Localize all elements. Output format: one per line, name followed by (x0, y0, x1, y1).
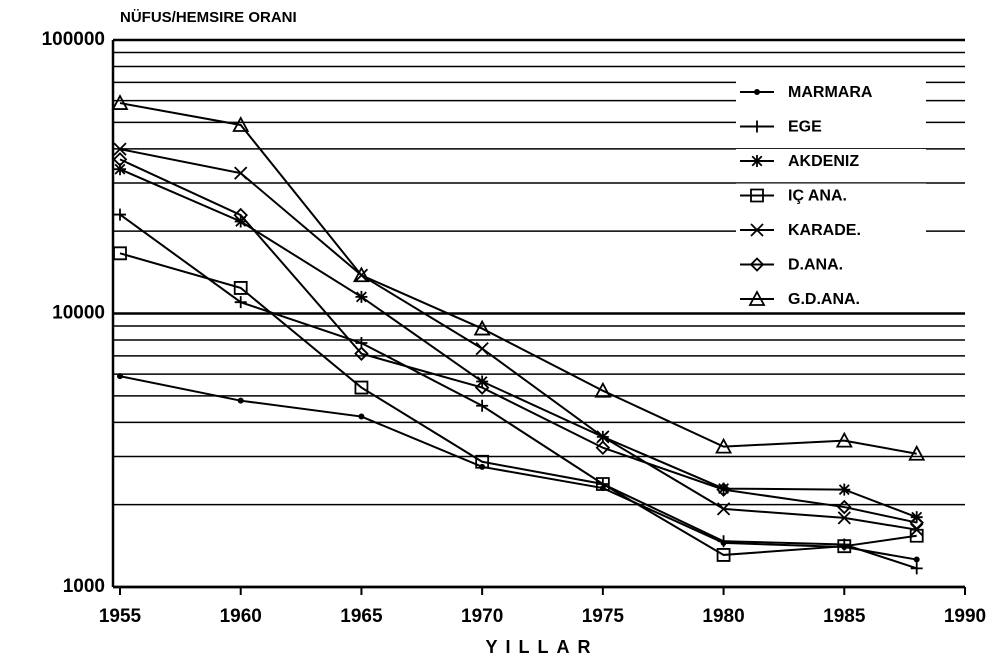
marker (113, 246, 127, 261)
series-line (119, 158, 917, 524)
marker (750, 223, 764, 237)
legend-label: EGE (788, 119, 822, 136)
legend-label: G.D.ANA. (788, 291, 860, 308)
marker (751, 120, 763, 133)
marker (234, 296, 247, 309)
series-line (119, 102, 917, 455)
marker (354, 346, 369, 361)
series-line (119, 168, 918, 519)
marker (474, 380, 490, 395)
marker (595, 477, 610, 491)
legend-label: KARADE. (788, 222, 861, 239)
marker (111, 94, 129, 110)
marker (837, 539, 852, 554)
marker (596, 430, 610, 444)
series-line (119, 148, 917, 531)
marker (910, 562, 923, 575)
x-tick-label: 1970 (461, 606, 503, 627)
marker (112, 152, 128, 167)
marker (594, 381, 612, 398)
x-tick-label: 1955 (99, 606, 142, 627)
marker (113, 142, 127, 156)
marker (715, 437, 733, 454)
marker (909, 515, 924, 530)
series-line (119, 375, 917, 561)
x-axis-label: YILLAR (486, 637, 599, 657)
chart-title: NÜFUS/HEMSIRE ORANI (120, 9, 297, 26)
y-tick-label: 10000 (52, 303, 105, 324)
marker (114, 208, 126, 221)
marker (117, 373, 123, 380)
x-tick-label: 1960 (220, 606, 262, 627)
marker (476, 399, 489, 412)
marker (233, 207, 248, 223)
marker (908, 444, 926, 461)
x-tick-label: 1965 (340, 606, 383, 627)
marker (748, 290, 766, 306)
marker (475, 454, 490, 469)
marker (234, 166, 248, 180)
legend-label: MARMARA (788, 84, 873, 101)
series-line (119, 213, 918, 570)
legend-label: AKDENIZ (788, 153, 859, 170)
legend-label: IÇ ANA. (788, 188, 847, 205)
marker (754, 89, 760, 95)
marker (837, 499, 852, 515)
marker (838, 483, 851, 496)
marker (913, 556, 920, 563)
x-tick-label: 1990 (944, 606, 986, 627)
marker (475, 341, 489, 356)
marker (716, 482, 731, 497)
marker (749, 257, 765, 272)
marker (237, 397, 244, 404)
marker (909, 528, 924, 543)
marker (354, 380, 369, 395)
marker (355, 290, 368, 303)
marker (837, 511, 851, 525)
marker (473, 319, 491, 336)
marker (358, 413, 365, 420)
series-line (119, 252, 917, 556)
y-tick-label: 100000 (42, 29, 105, 50)
marker (751, 155, 763, 167)
y-tick-label: 1000 (63, 576, 105, 597)
marker (114, 163, 126, 176)
x-tick-label: 1975 (582, 606, 625, 627)
legend-label: D.ANA. (788, 257, 843, 274)
marker (750, 188, 764, 203)
marker (595, 440, 611, 456)
marker (716, 548, 731, 562)
marker (835, 431, 853, 448)
x-tick-label: 1980 (702, 606, 744, 627)
marker (716, 502, 731, 516)
marker (717, 535, 730, 548)
marker (233, 281, 248, 295)
x-tick-label: 1985 (823, 606, 866, 627)
marker (352, 266, 370, 283)
marker (232, 116, 250, 132)
